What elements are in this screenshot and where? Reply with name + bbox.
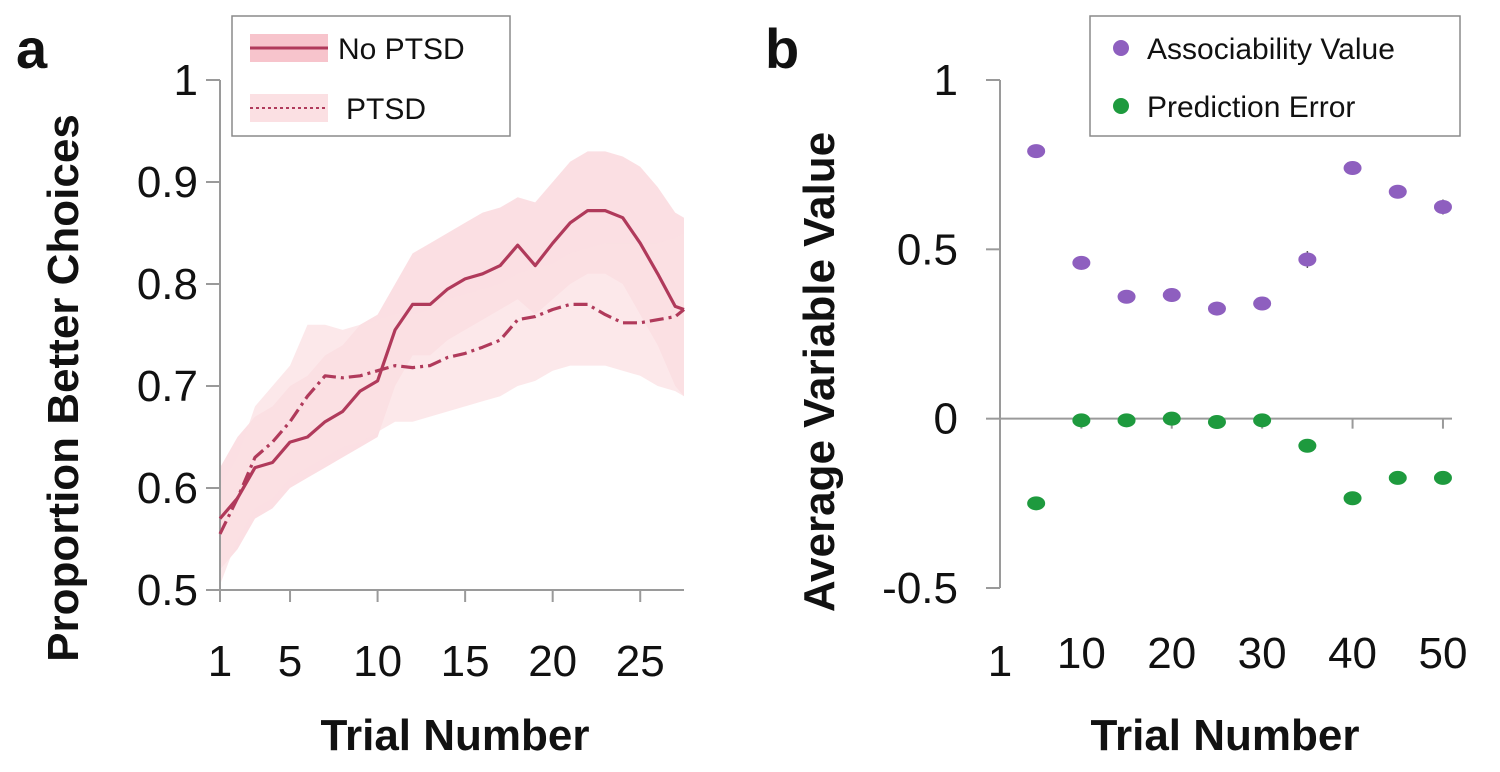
x-tick-label-b: 20 [1147,629,1196,678]
x-tick-label-b: 1 [988,637,1012,686]
point-assoc [1298,252,1317,267]
x-tick-label-b: 30 [1238,629,1287,678]
point-pe [1298,438,1317,453]
point-pe [1388,470,1407,485]
y-axis-label-a: Proportion Better Choices [39,114,88,662]
panel-b-label: b [765,17,799,80]
point-pe [1207,415,1226,430]
x-tick-label-b: 40 [1328,629,1377,678]
y-tick-label-a: 0.9 [137,158,198,207]
point-pe [1072,413,1091,428]
point-pe [1162,411,1181,426]
y-tick-label-a: 0.6 [137,464,198,513]
x-tick-label-a: 10 [353,637,402,686]
series-line-ptsd [218,302,686,535]
y-tick-label-a: 0.8 [137,260,198,309]
y-tick-label-b: 0 [934,395,958,444]
point-pe [1253,413,1272,428]
legend-b-box [1089,15,1461,137]
series-line-no-ptsd [218,209,685,520]
y-axis-label-b: Average Variable Value [795,132,844,612]
y-tick-label-b: -0.5 [882,564,958,613]
band-ptsd [220,233,684,585]
x-tick-label-a: 1 [208,637,232,686]
point-assoc [1433,200,1452,214]
x-tick-label-a: 20 [528,637,577,686]
point-assoc [1072,255,1091,270]
chart-b: -0.5 0 0.5 1 1 10 20 30 40 50 Trial Number Average … [795,56,1467,760]
legend-a-label-ptsd: PTSD [346,93,426,126]
y-tick-label-b: 1 [934,56,958,105]
x-tick-label-a: 25 [616,637,665,686]
point-pe [1117,413,1136,428]
x-axis-label-a: Trial Number [321,711,590,760]
point-pe [1433,470,1452,485]
x-tick-label-b: 50 [1418,629,1467,678]
point-assoc [1027,144,1046,159]
legend-b-label-assoc: Associability Value [1147,33,1395,66]
x-tick-label-a: 5 [278,637,302,686]
point-assoc [1388,184,1407,199]
x-tick-label-b: 10 [1057,629,1106,678]
legend-b-marker-assoc [1113,40,1129,56]
point-assoc [1207,301,1226,316]
legend-b: Associability Value Prediction Error [1089,15,1461,137]
x-axis-label-b: Trial Number [1091,711,1360,760]
legend-b-label-pe: Prediction Error [1147,91,1355,124]
y-tick-label-b: 0.5 [897,225,958,274]
point-assoc [1343,161,1362,176]
point-assoc [1162,288,1181,303]
x-tick-label-a: 15 [441,637,490,686]
legend-b-marker-pe [1113,98,1129,114]
y-tick-label-a: 0.5 [137,566,198,615]
point-assoc [1117,289,1136,304]
y-tick-label-a: 0.7 [137,362,198,411]
panel-a-label: a [16,17,48,80]
legend-a-label-nopsd: No PTSD [338,33,465,66]
point-pe [1343,491,1362,506]
y-tick-label-a: 1 [174,56,198,105]
legend-a: No PTSD PTSD [231,15,511,137]
point-assoc [1253,296,1272,311]
point-pe [1027,496,1046,511]
